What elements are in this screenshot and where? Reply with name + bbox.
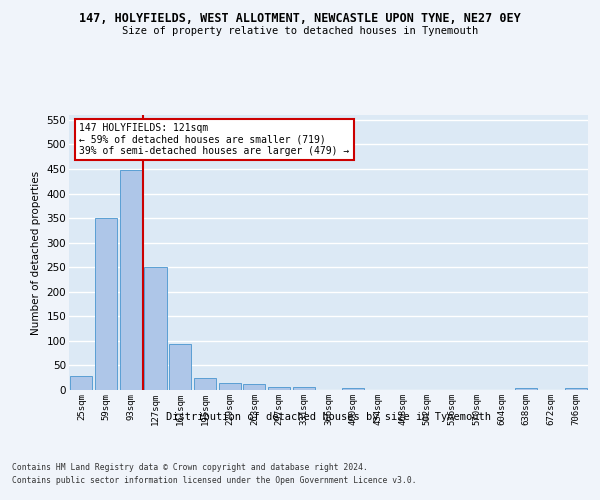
Bar [218,383,241,390]
Bar [565,388,587,390]
Bar [515,388,538,390]
Bar [293,387,315,390]
Bar [194,378,216,390]
Text: 147 HOLYFIELDS: 121sqm
← 59% of detached houses are smaller (719)
39% of semi-de: 147 HOLYFIELDS: 121sqm ← 59% of detached… [79,123,350,156]
Bar [70,376,92,390]
Bar [169,344,191,390]
Text: Size of property relative to detached houses in Tynemouth: Size of property relative to detached ho… [122,26,478,36]
Bar [145,267,167,390]
Text: 147, HOLYFIELDS, WEST ALLOTMENT, NEWCASTLE UPON TYNE, NE27 0EY: 147, HOLYFIELDS, WEST ALLOTMENT, NEWCAST… [79,12,521,26]
Bar [243,384,265,390]
Bar [342,388,364,390]
Text: Contains public sector information licensed under the Open Government Licence v3: Contains public sector information licen… [12,476,416,485]
Bar [119,170,142,390]
Bar [95,218,117,390]
Y-axis label: Number of detached properties: Number of detached properties [31,170,41,334]
Text: Distribution of detached houses by size in Tynemouth: Distribution of detached houses by size … [166,412,491,422]
Text: Contains HM Land Registry data © Crown copyright and database right 2024.: Contains HM Land Registry data © Crown c… [12,462,368,471]
Bar [268,387,290,390]
